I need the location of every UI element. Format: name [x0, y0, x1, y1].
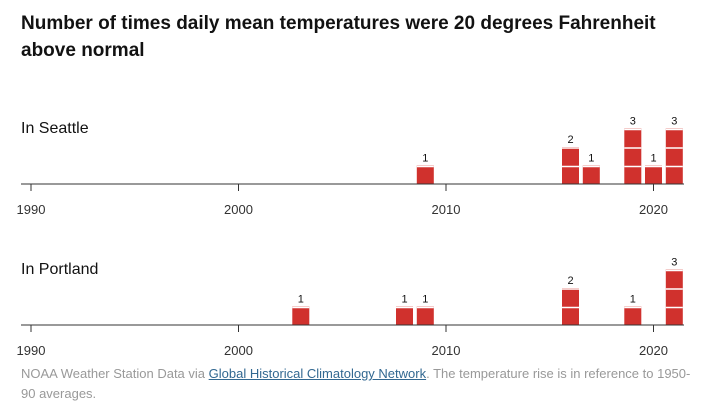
- source-note: NOAA Weather Station Data via Global His…: [21, 364, 701, 404]
- panel-title-seattle: In Seattle: [21, 120, 89, 137]
- bar-seattle-2020: [645, 165, 662, 184]
- value-label-portland-2008: 1: [401, 294, 407, 306]
- source-link[interactable]: Global Historical Climatology Network: [208, 366, 427, 381]
- x-tick-label-1990: 1990: [17, 202, 46, 217]
- x-tick-label-2010: 2010: [432, 343, 461, 358]
- bar-portland-2009: [416, 306, 434, 325]
- x-tick-label-2000: 2000: [224, 202, 253, 217]
- chart-panel-portland: 1 1 1 2 1 3 1990 2000 2010 2020: [17, 257, 684, 358]
- x-tick-label-1990: 1990: [17, 343, 46, 358]
- value-label-portland-2016: 2: [567, 275, 573, 287]
- value-label-seattle-2017: 1: [588, 153, 594, 165]
- bar-portland-2021: [665, 269, 683, 325]
- bar-seattle-2019: [624, 128, 642, 184]
- x-tick-label-2020: 2020: [639, 343, 668, 358]
- value-label-seattle-2009: 1: [422, 153, 428, 165]
- value-label-seattle-2016: 2: [567, 134, 573, 146]
- bar-portland-2016: [562, 288, 579, 325]
- source-suffix: . The temperature rise is in reference t…: [21, 366, 691, 401]
- x-tick-label-2000: 2000: [224, 343, 253, 358]
- x-tick-label-2010: 2010: [432, 202, 461, 217]
- bar-seattle-2009: [416, 165, 434, 184]
- bar-charts: 1 2 1 3 1 3 1990 2000 2010 2020 1 1 1 2 1 3 1990 2000 2010…: [17, 116, 684, 358]
- value-label-portland-2021: 3: [671, 257, 677, 269]
- panel-title-portland: In Portland: [21, 261, 99, 278]
- value-label-portland-2009: 1: [422, 294, 428, 306]
- bar-portland-2019: [624, 306, 642, 325]
- value-label-portland-2003: 1: [298, 294, 304, 306]
- chart-panel-seattle: 1 2 1 3 1 3 1990 2000 2010 2020: [17, 116, 684, 217]
- bar-seattle-2021: [665, 128, 683, 184]
- value-label-seattle-2020: 1: [650, 153, 656, 165]
- bar-portland-2008: [396, 306, 413, 325]
- source-prefix: NOAA Weather Station Data via: [21, 366, 209, 381]
- x-tick-label-2020: 2020: [639, 202, 668, 217]
- value-label-seattle-2021: 3: [671, 116, 677, 128]
- value-label-portland-2019: 1: [630, 294, 636, 306]
- value-label-seattle-2019: 3: [630, 116, 636, 128]
- bar-seattle-2016: [562, 147, 579, 184]
- chart-title: Number of times daily mean temperatures …: [21, 13, 656, 61]
- bar-portland-2003: [292, 306, 310, 325]
- bar-seattle-2017: [582, 165, 600, 184]
